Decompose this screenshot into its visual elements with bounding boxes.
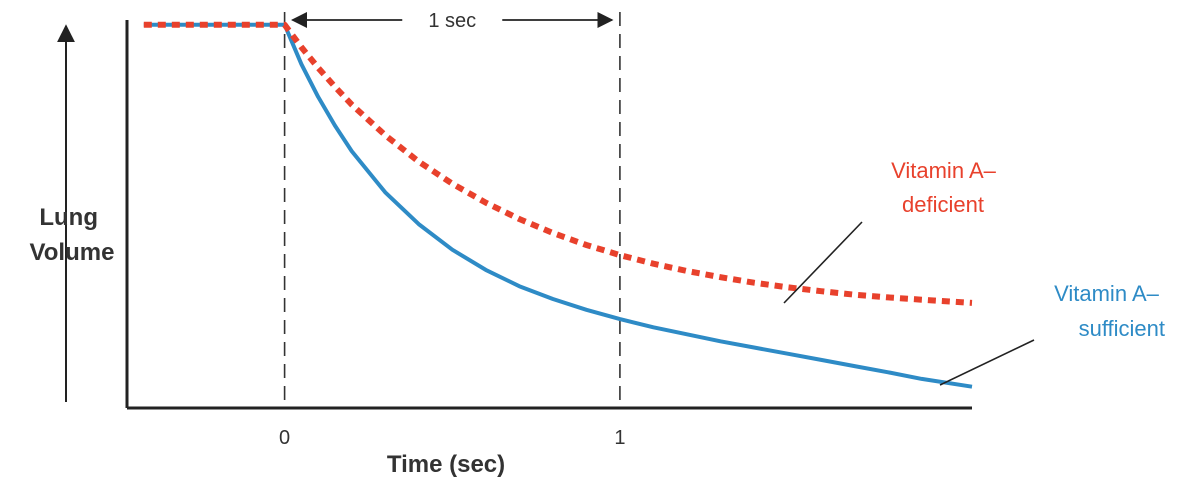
y-axis-title-line-2: Volume	[30, 239, 115, 266]
interval-annotation: 1 sec	[290, 10, 614, 32]
series-label-deficient-group: Vitamin A– deficient	[783, 158, 1002, 304]
y-axis-title-line-1: Lung	[39, 204, 98, 231]
series-lines	[143, 21, 973, 389]
reference-lines	[283, 12, 621, 408]
series-label-sufficient-line-2: sufficient	[1079, 316, 1165, 341]
series-label-deficient: Vitamin A– deficient	[891, 158, 1002, 217]
x-tick-label-1: 1	[614, 427, 625, 449]
leader-line-sufficient	[939, 339, 1035, 386]
series-line-deficient	[143, 21, 973, 306]
x-axis-title: Time (sec)	[387, 451, 505, 478]
series-label-deficient-line-1: Vitamin A–	[891, 158, 997, 183]
series-line-sufficient	[143, 22, 973, 389]
interval-label: 1 sec	[428, 10, 476, 32]
leader-line-deficient	[783, 221, 863, 304]
series-label-deficient-line-2: deficient	[902, 192, 984, 217]
series-label-sufficient-group: Vitamin A– sufficient	[939, 281, 1165, 386]
y-axis-title: Lung Volume	[30, 204, 115, 266]
series-label-sufficient: Vitamin A– sufficient	[1054, 281, 1165, 341]
x-tick-label-0: 0	[279, 427, 290, 449]
series-label-sufficient-line-1: Vitamin A–	[1054, 281, 1160, 306]
